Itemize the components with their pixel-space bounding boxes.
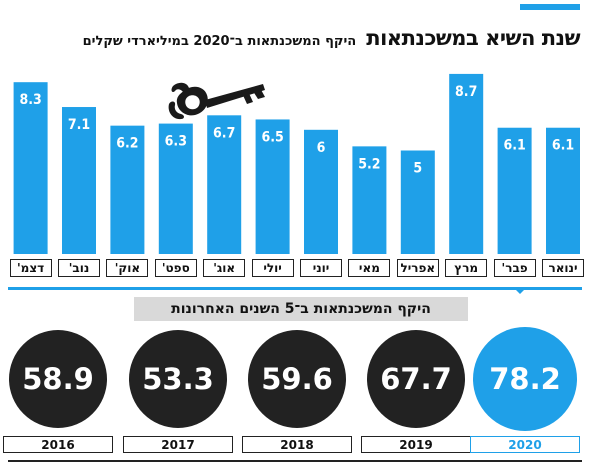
bar-value-label: 6.7 bbox=[213, 125, 235, 141]
month-label: מאי bbox=[348, 259, 391, 277]
bar-1 bbox=[546, 127, 580, 254]
bar-value-label: 8.7 bbox=[455, 84, 477, 100]
year-value-circle: 67.7 bbox=[367, 330, 465, 428]
month-label: יולי bbox=[251, 259, 294, 277]
bar-4 bbox=[400, 150, 435, 254]
month-label: אוג' bbox=[203, 259, 246, 277]
bar-12 bbox=[13, 82, 48, 254]
month-label: נוב' bbox=[58, 259, 100, 277]
page-title: שנת השיא במשכנתאות bbox=[366, 26, 580, 50]
bar-value-label: 6.2 bbox=[116, 136, 138, 152]
month-label: ינואר bbox=[542, 259, 584, 277]
bar-2 bbox=[497, 127, 532, 254]
year-label: 2016 bbox=[3, 436, 113, 453]
bar-8 bbox=[207, 115, 242, 254]
year-value-circle: 53.3 bbox=[129, 330, 227, 428]
year-value-circle: 58.9 bbox=[9, 330, 107, 428]
year-value-circle: 59.6 bbox=[248, 330, 346, 428]
month-label: אוק' bbox=[106, 259, 149, 277]
bar-value-label: 5.2 bbox=[358, 156, 380, 172]
year-label: 2019 bbox=[361, 436, 471, 453]
chart-subtitle: היקף המשכנתאות ב־2020 במיליארדי שקלים bbox=[82, 34, 357, 49]
bar-3 bbox=[449, 73, 484, 254]
bar-value-label: 6 bbox=[317, 140, 326, 156]
bar-value-label: 6.1 bbox=[552, 138, 574, 154]
section-label: היקף המשכנתאות ב־5 השנים האחרונות bbox=[134, 297, 468, 321]
bar-6 bbox=[304, 129, 338, 254]
month-label: אפריל bbox=[396, 259, 439, 277]
bar-11 bbox=[62, 107, 96, 254]
year-label: 2018 bbox=[242, 436, 352, 453]
month-label: ספט' bbox=[154, 259, 197, 277]
pointer-arrow bbox=[513, 287, 527, 294]
year-value-circle: 78.2 bbox=[473, 327, 577, 431]
month-label: יוני bbox=[300, 259, 342, 277]
monthly-bar-chart: 6.1 6.1 8.7 5 5.2 6 6.5 6.7 6.3 6.2 7.1 8.3 bbox=[13, 73, 580, 254]
bar-value-label: 5 bbox=[413, 161, 422, 177]
bar-value-label: 6.5 bbox=[261, 129, 283, 145]
year-label: 2017 bbox=[123, 436, 233, 453]
bar-5 bbox=[352, 146, 387, 254]
accent-bar bbox=[520, 4, 580, 10]
year-label: 2020 bbox=[470, 436, 580, 453]
bar-value-label: 8.3 bbox=[19, 92, 41, 108]
bar-9 bbox=[158, 123, 193, 254]
bar-7 bbox=[255, 119, 290, 254]
bar-value-label: 7.1 bbox=[68, 117, 90, 133]
key-icon bbox=[168, 82, 265, 120]
bar-10 bbox=[110, 125, 145, 254]
month-label: פבר' bbox=[493, 259, 536, 277]
month-label: דצמ' bbox=[9, 259, 52, 277]
bar-value-label: 6.3 bbox=[165, 134, 187, 150]
chart-title: שנת השיא במשכנתאות היקף המשכנתאות ב־2020… bbox=[82, 26, 581, 50]
bar-value-label: 6.1 bbox=[503, 138, 525, 154]
month-label: מרץ bbox=[445, 259, 488, 277]
divider-line bbox=[8, 287, 582, 290]
bottom-rule bbox=[8, 460, 582, 462]
